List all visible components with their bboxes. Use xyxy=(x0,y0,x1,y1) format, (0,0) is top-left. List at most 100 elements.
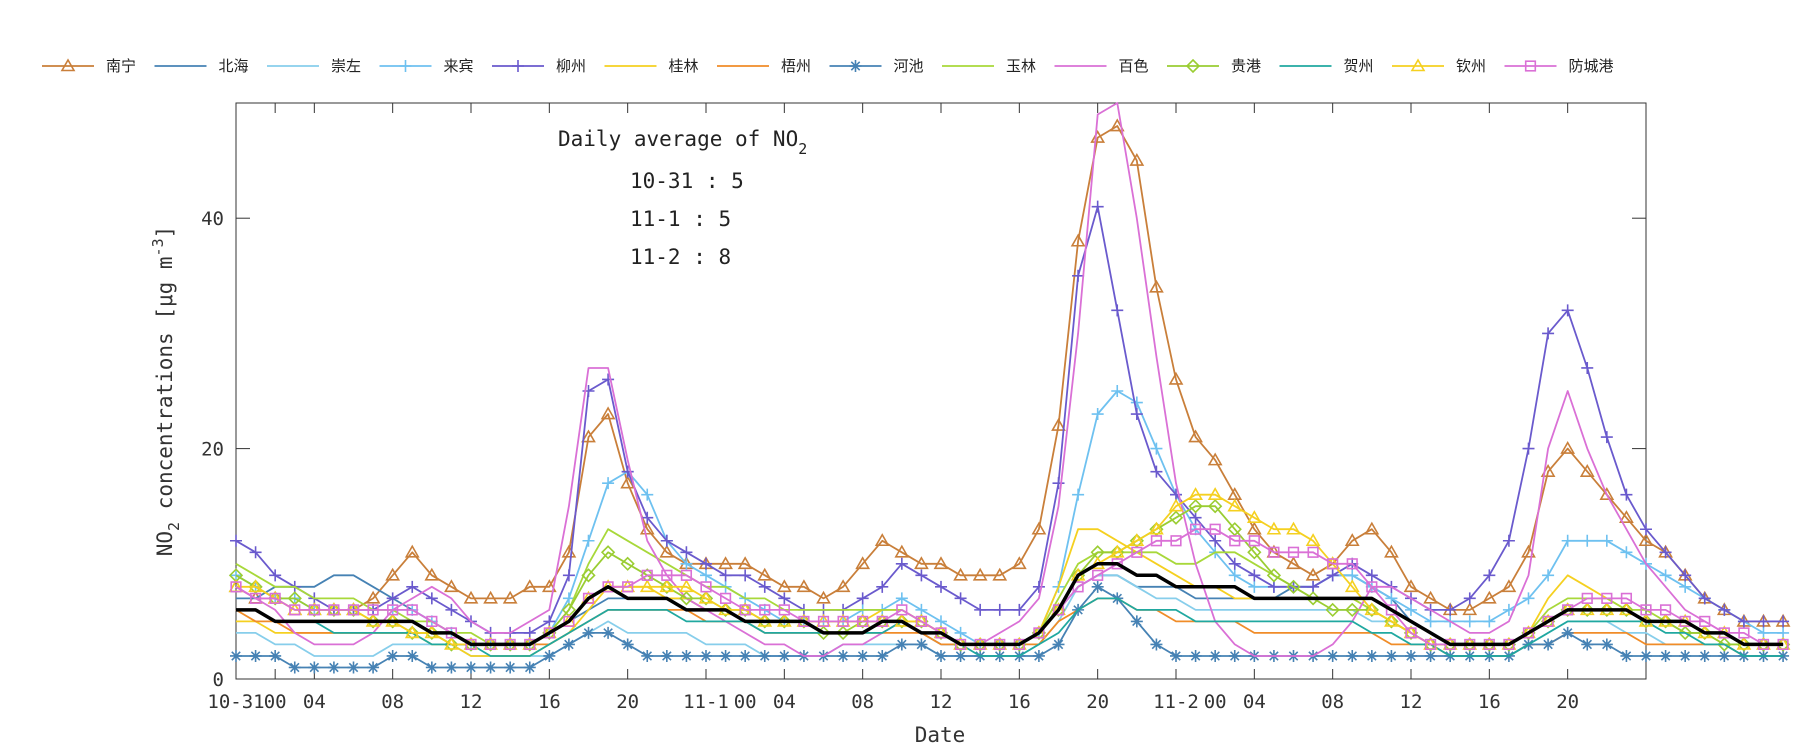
data-point xyxy=(1228,557,1241,570)
data-point xyxy=(1188,487,1203,500)
data-point xyxy=(1620,488,1633,501)
x-tick-label: 20 xyxy=(616,691,639,713)
legend-marker xyxy=(1410,58,1426,72)
data-point xyxy=(1679,569,1692,582)
data-point xyxy=(974,603,987,616)
legend-label: 防城港 xyxy=(1569,57,1614,75)
data-point xyxy=(639,579,655,593)
data-point xyxy=(541,579,557,593)
data-point xyxy=(1698,592,1711,605)
x-tick-label: 08 xyxy=(851,691,874,713)
y-label-part: NO xyxy=(153,531,177,556)
data-point xyxy=(914,556,929,570)
data-point xyxy=(386,649,399,662)
data-point xyxy=(1366,581,1378,593)
data-point xyxy=(1698,649,1711,662)
data-point xyxy=(502,590,518,604)
data-point xyxy=(1364,602,1380,616)
data-point xyxy=(1129,152,1145,166)
data-point xyxy=(1619,602,1634,618)
legend-label: 玉林 xyxy=(1006,57,1036,75)
data-point xyxy=(1658,614,1673,629)
data-point xyxy=(1032,580,1045,593)
data-point xyxy=(1777,615,1790,628)
data-point xyxy=(1345,602,1360,618)
data-point xyxy=(1659,546,1672,559)
data-point xyxy=(1737,615,1750,628)
x-tick-label: 08 xyxy=(1321,691,1344,713)
data-point xyxy=(1699,615,1711,627)
data-point xyxy=(1600,638,1613,651)
data-point xyxy=(1599,602,1614,618)
data-point xyxy=(1072,488,1085,501)
data-point xyxy=(1070,233,1086,247)
data-point xyxy=(874,533,890,547)
data-point xyxy=(856,592,869,605)
data-point xyxy=(288,661,301,674)
legend-marker xyxy=(1185,58,1201,74)
data-point xyxy=(700,649,712,662)
data-point xyxy=(992,567,1008,581)
legend-item: 崇左 xyxy=(267,57,361,75)
legend-item: 梧州 xyxy=(717,57,811,75)
data-point xyxy=(1542,569,1555,582)
data-point xyxy=(425,661,438,674)
legend-marker xyxy=(399,60,412,72)
data-point xyxy=(778,604,790,616)
data-point xyxy=(894,544,910,558)
data-point xyxy=(484,661,497,674)
data-point xyxy=(1188,429,1203,443)
data-point xyxy=(659,579,674,594)
x-tick-label: 00 xyxy=(734,691,757,713)
data-point xyxy=(954,649,967,662)
data-point xyxy=(1423,590,1438,604)
data-point xyxy=(1619,510,1634,524)
data-point xyxy=(739,649,752,662)
data-point xyxy=(463,590,479,604)
data-point xyxy=(386,592,399,605)
data-point xyxy=(1327,558,1339,570)
legend-label: 崇左 xyxy=(331,57,361,75)
data-point xyxy=(954,592,967,605)
data-point xyxy=(1600,534,1613,547)
data-point xyxy=(562,569,575,582)
data-point xyxy=(1286,579,1301,594)
data-point xyxy=(1168,371,1184,385)
data-point xyxy=(778,649,791,662)
data-point xyxy=(1326,649,1339,662)
data-point xyxy=(933,556,949,570)
axis-ticks xyxy=(236,103,1646,680)
data-point xyxy=(1189,649,1202,662)
data-point xyxy=(1522,627,1535,639)
data-point xyxy=(1620,649,1633,662)
data-point xyxy=(465,661,477,674)
data-point xyxy=(993,603,1006,616)
data-point xyxy=(1384,613,1399,627)
data-point xyxy=(895,638,908,651)
data-point xyxy=(1640,604,1652,616)
data-point xyxy=(581,429,596,443)
data-point xyxy=(1150,465,1163,478)
data-point xyxy=(641,488,654,501)
y-tick-label: 0 xyxy=(213,669,224,691)
data-point xyxy=(915,569,928,582)
data-point xyxy=(972,567,988,581)
data-point xyxy=(269,569,282,582)
data-point xyxy=(659,579,675,593)
data-point xyxy=(308,661,321,674)
data-point xyxy=(1052,638,1065,651)
data-point xyxy=(719,569,732,582)
data-point xyxy=(1501,579,1517,593)
data-point xyxy=(504,661,517,674)
legend-marker xyxy=(512,60,524,72)
legend-item: 钦州 xyxy=(1392,57,1486,75)
legend-label: 钦州 xyxy=(1456,57,1486,75)
data-point xyxy=(837,615,849,627)
annotation-title: Daily average of NO2 xyxy=(558,127,807,158)
data-point xyxy=(659,544,675,558)
data-point xyxy=(1267,580,1280,593)
data-point xyxy=(1405,649,1417,662)
x-tick-label: 12 xyxy=(930,691,953,713)
data-point xyxy=(1581,361,1594,374)
y-tick-label: 40 xyxy=(201,208,224,230)
